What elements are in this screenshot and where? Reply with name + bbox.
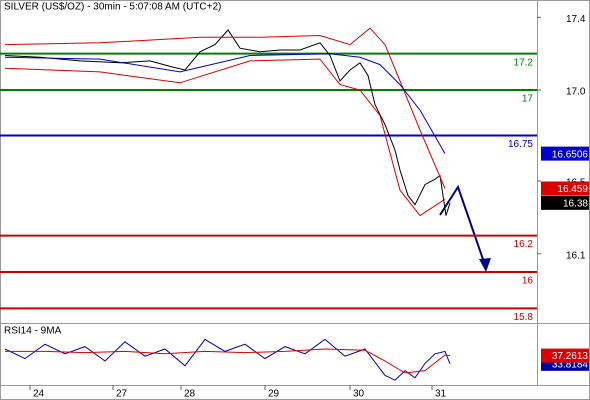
series-line <box>4 58 446 217</box>
x-tick-label: 24 <box>33 389 45 400</box>
level-label: 16.75 <box>508 139 533 150</box>
level-label: 16.2 <box>514 239 534 250</box>
series-line <box>4 53 446 154</box>
level-label: 15.8 <box>514 312 534 323</box>
last-value-label: 37.2613 <box>552 351 589 362</box>
series-line <box>4 27 446 189</box>
last-value-box <box>541 195 589 210</box>
last-value-box <box>541 348 589 363</box>
last-value-box <box>541 146 589 161</box>
last-value-label: 16.6506 <box>552 149 589 160</box>
chart-title: SILVER (US$/OZ) - 30min - 5:07:08 AM (UT… <box>4 2 221 13</box>
y-tick-label: 17.0 <box>566 87 586 98</box>
level-label: 17.2 <box>514 57 534 68</box>
x-tick-label: 29 <box>268 389 280 400</box>
x-tick-label: 30 <box>353 389 365 400</box>
rsi-title: RSI14 - 9MA <box>4 326 62 337</box>
x-tick-label: 27 <box>116 389 128 400</box>
x-tick-label: 28 <box>184 389 196 400</box>
x-tick-label: 31 <box>435 389 447 400</box>
y-tick-label: 16.1 <box>566 250 586 261</box>
level-label: 17 <box>522 94 534 105</box>
last-value-label: 33.8184 <box>552 359 589 370</box>
series-line <box>5 348 451 374</box>
y-tick-label: 17.4 <box>566 14 586 25</box>
last-value-box <box>541 181 589 196</box>
last-value-label: 16.38 <box>563 198 588 209</box>
level-label: 16 <box>522 276 534 287</box>
forecast-arrow <box>439 184 491 272</box>
series-line <box>4 338 451 381</box>
last-value-label: 16.459 <box>557 184 588 195</box>
series-line <box>4 29 451 216</box>
